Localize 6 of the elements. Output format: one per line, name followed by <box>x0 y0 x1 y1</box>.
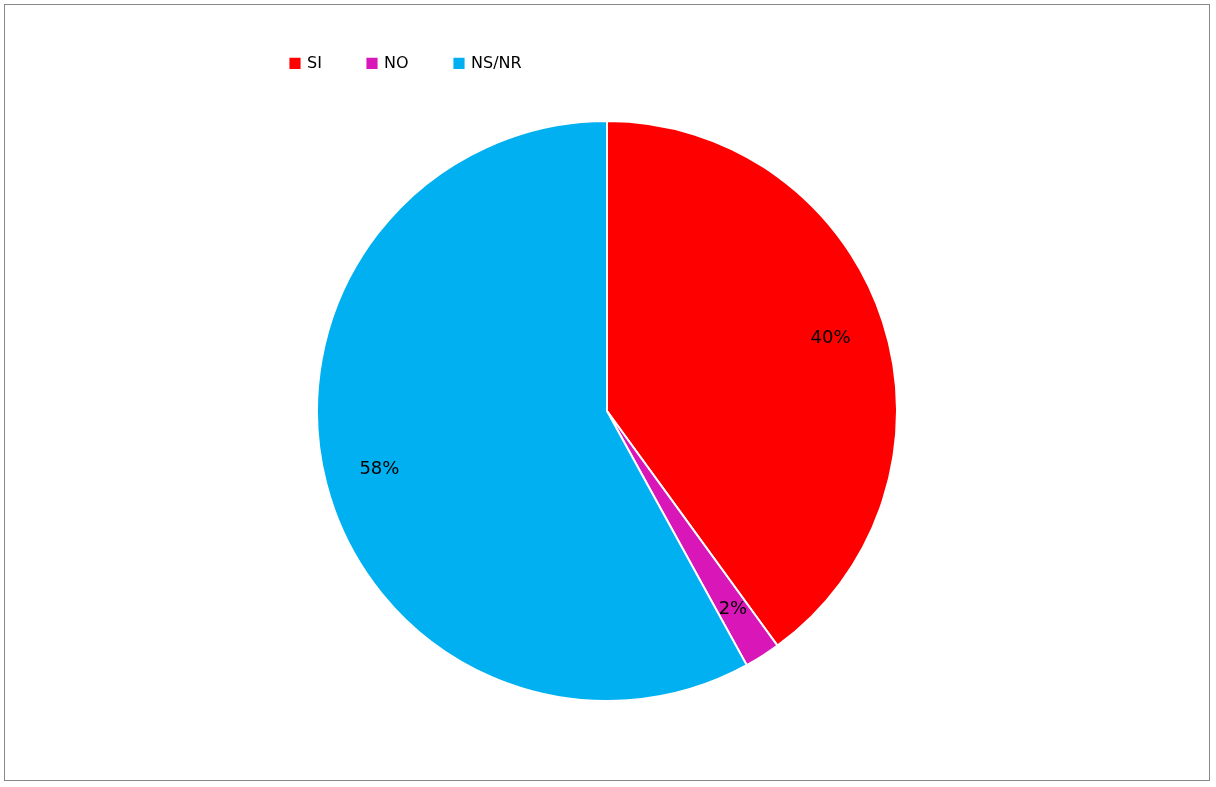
data-label: 2% <box>718 596 748 618</box>
data-label: 58% <box>359 456 400 478</box>
legend-label: NS/NR <box>471 52 522 72</box>
data-label: 40% <box>810 325 851 347</box>
legend-label: NO <box>384 52 409 72</box>
legend-label: SI <box>307 52 322 72</box>
